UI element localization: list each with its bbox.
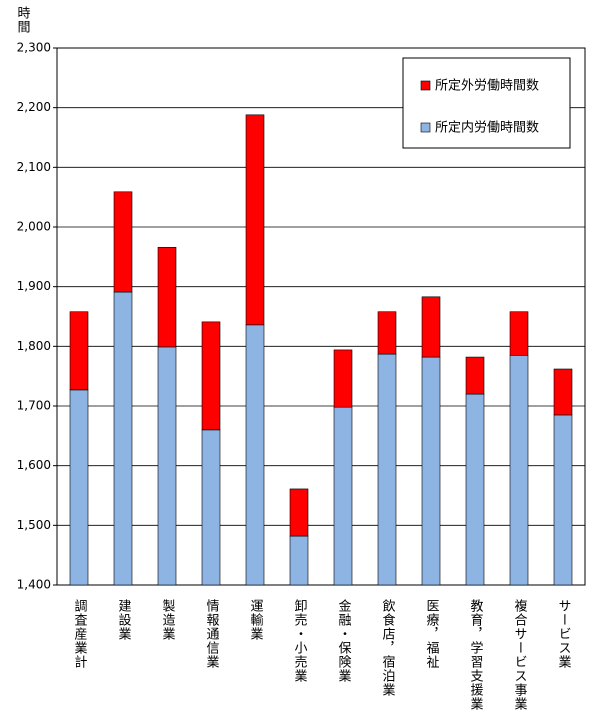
bar-segment bbox=[113, 291, 133, 586]
bar-segment bbox=[509, 311, 529, 356]
bar-segment bbox=[69, 389, 89, 586]
bar-segment bbox=[553, 414, 573, 586]
bar-segment bbox=[289, 535, 309, 586]
y-axis-label: 時間 bbox=[15, 6, 31, 34]
x-tick-label: 調査産業計 bbox=[72, 599, 88, 669]
bar-segment bbox=[509, 354, 529, 586]
y-tick-label: 1,800 bbox=[17, 339, 51, 353]
bar-segment bbox=[157, 346, 177, 586]
x-tick-label: 卸売・小売業 bbox=[292, 598, 308, 683]
bar-segment bbox=[157, 246, 177, 348]
legend-swatch bbox=[420, 122, 431, 133]
x-tick-label: 複合サービス事業 bbox=[512, 598, 528, 711]
x-tick-label: 教育，学習支援業 bbox=[468, 598, 484, 711]
bar-segment bbox=[465, 356, 485, 395]
y-tick-label: 2,200 bbox=[17, 100, 51, 114]
x-tick-label: 金融・保険業 bbox=[336, 598, 352, 683]
x-tick-label: 情報通信業 bbox=[204, 599, 220, 669]
bar-segment bbox=[201, 429, 221, 586]
legend-label: 所定外労働時間数 bbox=[435, 79, 539, 94]
y-tick-label: 1,500 bbox=[17, 518, 51, 532]
x-tick-label: 運輸業 bbox=[248, 599, 264, 641]
bar-segment bbox=[465, 393, 485, 586]
x-tick-label: 建設業 bbox=[116, 599, 132, 641]
bar-segment bbox=[333, 406, 353, 586]
y-tick-label: 2,000 bbox=[17, 220, 51, 234]
y-tick-label: 1,600 bbox=[17, 458, 51, 472]
bar-segment bbox=[377, 353, 397, 586]
bar-segment bbox=[289, 488, 309, 537]
bar-segment bbox=[69, 311, 89, 391]
legend-label: 所定内労働時間数 bbox=[435, 120, 539, 136]
y-tick-label: 1,900 bbox=[17, 279, 51, 293]
y-tick-label: 1,700 bbox=[17, 399, 51, 413]
bar-segment bbox=[113, 191, 133, 293]
bar-segment bbox=[201, 321, 221, 431]
x-tick-label: 医療，福祉 bbox=[424, 599, 440, 669]
plot-border bbox=[56, 47, 586, 586]
x-tick-label: サービス業 bbox=[556, 599, 572, 669]
bar-segment bbox=[245, 114, 265, 326]
y-tick-label: 2,100 bbox=[17, 160, 51, 174]
y-tick-label: 1,400 bbox=[17, 578, 51, 592]
x-tick-label: 飲食店，宿泊業 bbox=[380, 598, 396, 697]
bar-segment bbox=[333, 349, 353, 408]
legend-swatch bbox=[420, 80, 431, 91]
bar-segment bbox=[553, 368, 573, 416]
legend-box bbox=[402, 57, 571, 149]
bar-segment bbox=[377, 311, 397, 355]
y-tick-label: 2,300 bbox=[17, 41, 51, 55]
bar-segment bbox=[245, 324, 265, 586]
bar-segment bbox=[421, 296, 441, 358]
x-tick-label: 製造業 bbox=[160, 599, 176, 641]
bar-segment bbox=[421, 356, 441, 586]
